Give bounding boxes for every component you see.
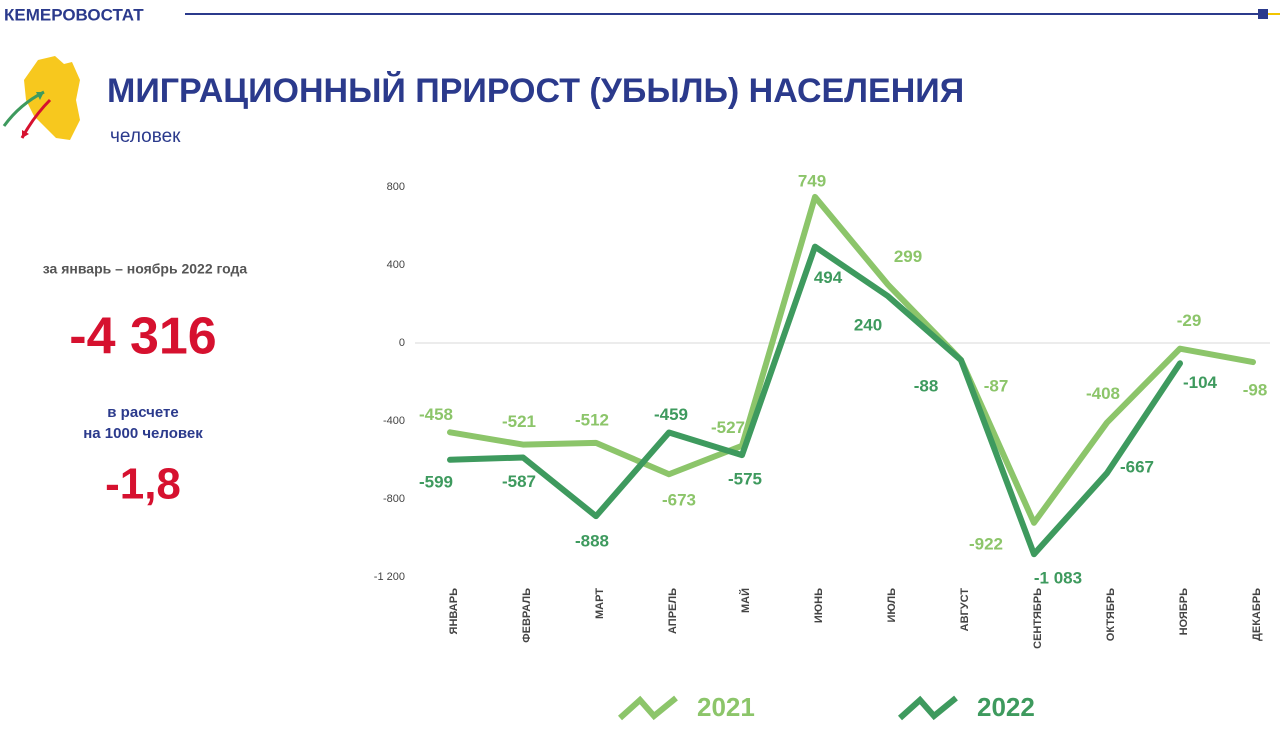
legend-swatch (617, 695, 678, 721)
legend-label: 2022 (977, 692, 1035, 722)
y-tick-label: 800 (387, 181, 405, 193)
data-label: -575 (728, 470, 762, 489)
data-label: -587 (502, 472, 536, 491)
data-label: 494 (814, 268, 843, 287)
data-label: -527 (711, 418, 745, 437)
y-tick-label: -400 (383, 415, 405, 427)
org-name: КЕМЕРОВОСТАТ (4, 5, 144, 24)
y-tick-label: -800 (383, 493, 405, 505)
header-square (1258, 9, 1268, 19)
rate: -1,8 (105, 460, 181, 509)
data-label: -408 (1086, 384, 1120, 403)
data-label: -98 (1243, 381, 1268, 400)
series-line (447, 193, 1256, 526)
data-label: -1 083 (1034, 569, 1082, 588)
total: -4 316 (69, 308, 216, 366)
y-tick-label: -1 200 (374, 571, 405, 583)
x-tick-label: МАРТ (594, 588, 606, 619)
data-label: 299 (894, 247, 922, 266)
x-tick-label: НОЯБРЬ (1178, 588, 1190, 636)
data-label: -888 (575, 532, 609, 551)
logo (2, 56, 80, 140)
x-tick-label: ИЮЛЬ (886, 588, 898, 623)
x-tick-label: АВГУСТ (959, 588, 971, 632)
data-label: -458 (419, 405, 453, 424)
legend-swatch (897, 695, 958, 721)
x-tick-label: ИЮНЬ (813, 588, 825, 623)
data-label: -922 (969, 534, 1003, 553)
data-label: 749 (798, 171, 826, 190)
data-label: -521 (502, 412, 536, 431)
rate-label: в расчете (107, 404, 178, 421)
data-label: 240 (854, 316, 882, 335)
rate-label: на 1000 человек (83, 425, 203, 442)
y-tick-label: 0 (399, 337, 405, 349)
legend-label: 2021 (697, 692, 755, 722)
x-tick-label: ОКТЯБРЬ (1105, 588, 1117, 641)
x-tick-label: МАЙ (739, 588, 752, 613)
data-label: -599 (419, 472, 453, 491)
x-tick-label: ДЕКАБРЬ (1251, 588, 1263, 641)
x-tick-label: АПРЕЛЬ (667, 588, 679, 634)
data-label: -459 (654, 405, 688, 424)
y-tick-label: 400 (387, 259, 405, 271)
data-label: -29 (1177, 311, 1202, 330)
data-label: -673 (662, 491, 696, 510)
period: за январь – ноябрь 2022 года (43, 261, 248, 277)
chart-subtitle: человек (110, 126, 181, 147)
data-label: -512 (575, 410, 609, 429)
series-line (447, 243, 1183, 558)
data-label: -667 (1120, 458, 1154, 477)
x-tick-label: СЕНТЯБРЬ (1032, 588, 1044, 649)
chart-title: МИГРАЦИОННЫЙ ПРИРОСТ (УБЫЛЬ) НАСЕЛЕНИЯ (107, 71, 964, 110)
data-label: -88 (914, 377, 939, 396)
data-label: -104 (1183, 373, 1218, 392)
data-label: -87 (984, 376, 1009, 395)
x-tick-label: ФЕВРАЛЬ (521, 588, 533, 643)
x-tick-label: ЯНВАРЬ (448, 588, 460, 635)
